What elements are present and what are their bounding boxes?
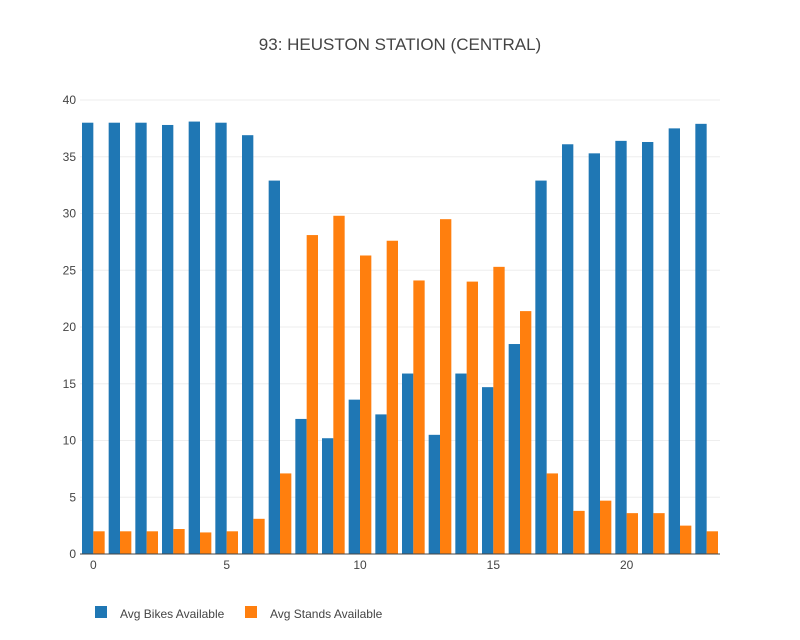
bar[interactable] [173,529,185,554]
legend-item[interactable]: Avg Stands Available [245,606,383,621]
y-tick-label: 15 [63,377,77,391]
x-tick-label: 15 [487,558,501,572]
x-tick-label: 10 [353,558,367,572]
bars [82,121,718,555]
bar[interactable] [200,532,212,554]
bar[interactable] [402,373,414,554]
bar[interactable] [520,311,532,554]
y-tick-label: 30 [63,207,77,221]
bar[interactable] [93,531,105,554]
bar[interactable] [322,438,334,554]
legend-swatch [95,606,107,618]
y-tick-label: 10 [63,434,77,448]
bar[interactable] [135,122,147,554]
bar[interactable] [466,281,478,554]
bar[interactable] [386,240,398,555]
bar[interactable] [546,473,558,554]
y-tick-label: 20 [63,320,77,334]
bar[interactable] [280,473,292,554]
bar[interactable] [600,500,612,554]
y-tick-label: 40 [63,93,77,107]
bar[interactable] [626,513,638,554]
bar[interactable] [360,255,372,554]
bar[interactable] [562,144,574,554]
bar[interactable] [695,123,707,555]
bar[interactable] [242,135,254,554]
bar[interactable] [493,266,505,554]
legend-label: Avg Stands Available [270,607,383,621]
bar[interactable] [162,124,174,554]
bar[interactable] [375,414,387,554]
bar[interactable] [268,180,280,554]
bar[interactable] [120,531,132,554]
bar[interactable] [146,531,158,554]
bar[interactable] [440,219,452,555]
bar[interactable] [253,518,265,554]
bar[interactable] [535,180,547,554]
x-tick-label: 5 [223,558,230,572]
series-1 [93,215,718,555]
bar[interactable] [615,140,627,555]
legend-item[interactable]: Avg Bikes Available [95,606,225,621]
legend-swatch [245,606,257,618]
legend-label: Avg Bikes Available [120,607,225,621]
bar[interactable] [706,531,718,554]
bar[interactable] [82,122,94,554]
series-0 [82,121,707,555]
bar[interactable] [588,153,600,554]
chart-title: 93: HEUSTON STATION (CENTRAL) [259,35,541,54]
bar[interactable] [508,344,520,554]
grid-lines [80,99,720,498]
y-tick-label: 0 [69,547,76,561]
x-tick-label: 20 [620,558,634,572]
y-tick-label: 35 [63,150,77,164]
x-tick-label: 0 [90,558,97,572]
bar[interactable] [108,122,120,554]
y-tick-label: 5 [69,490,76,504]
bar[interactable] [215,122,227,554]
bar[interactable] [455,373,467,554]
bar[interactable] [295,418,307,554]
bar[interactable] [653,513,665,554]
bar[interactable] [226,531,238,554]
bar[interactable] [482,387,494,554]
y-tick-label: 25 [63,263,77,277]
axes: 0 5 10 15 20 25 30 35 40 0 5 10 15 20 [63,93,720,572]
bar[interactable] [413,280,425,554]
bar[interactable] [428,434,440,554]
bar[interactable] [348,399,360,554]
bar[interactable] [573,510,585,554]
bar[interactable] [306,235,318,554]
bar[interactable] [668,128,680,554]
legend[interactable]: Avg Bikes Available Avg Stands Available [95,606,383,621]
bar[interactable] [642,141,654,554]
bar[interactable] [188,121,200,554]
bar[interactable] [680,525,692,554]
bar[interactable] [333,215,345,554]
